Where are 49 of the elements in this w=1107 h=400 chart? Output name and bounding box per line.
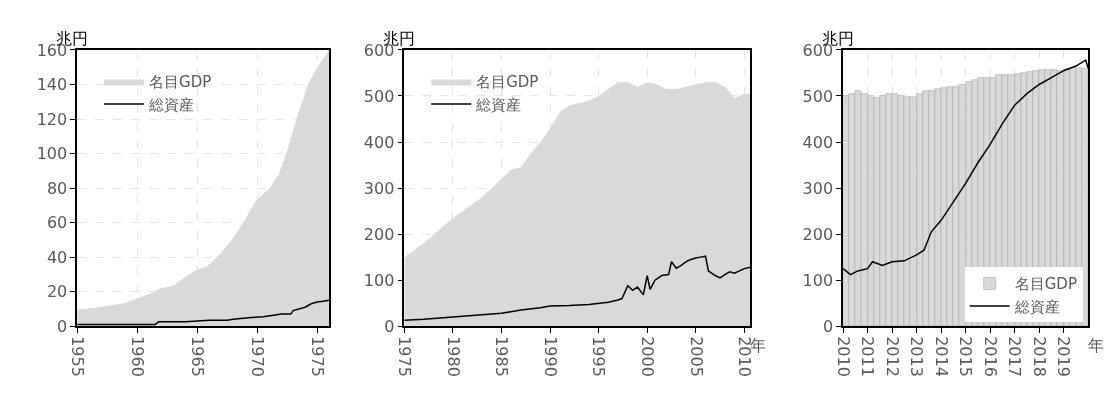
x-tick-label: 1965	[187, 336, 207, 377]
y-tick-label: 500	[802, 86, 834, 106]
y-tick-label: 0	[822, 316, 834, 336]
y-tick-label: 400	[363, 132, 395, 152]
y-tick-label: 60	[46, 213, 68, 233]
x-tick-label: 2005	[686, 336, 706, 377]
y-tick-label: 100	[363, 270, 395, 290]
y-tick-label: 0	[384, 316, 395, 336]
legend-label: 総資産	[475, 95, 522, 114]
x-tick-label: 2011	[858, 336, 878, 377]
y-tick-label: 40	[46, 247, 68, 267]
x-tick-label: 2019	[1054, 336, 1074, 377]
x-tick-label: 2010	[833, 336, 853, 377]
x-axis-title: 年	[1088, 336, 1104, 355]
x-tick-label: 1955	[67, 336, 87, 377]
y-tick-label: 200	[363, 224, 395, 244]
legend-label: 名目GDP	[1014, 275, 1077, 294]
x-tick-label: 2015	[956, 336, 976, 377]
x-tick-label: 1985	[492, 336, 512, 377]
x-tick-label: 2017	[1005, 336, 1025, 377]
y-tick-label: 100	[802, 270, 834, 290]
x-tick-label: 2013	[907, 336, 927, 377]
x-tick-label: 2018	[1029, 336, 1049, 377]
y-tick-label: 500	[363, 86, 395, 106]
y-tick-label: 20	[46, 282, 68, 302]
legend-label: 総資産	[1013, 297, 1060, 316]
legend-label: 名目GDP	[476, 73, 539, 92]
y-tick-label: 80	[46, 178, 68, 198]
x-tick-label: 1990	[540, 336, 560, 377]
x-tick-label: 2016	[980, 336, 1000, 377]
x-tick-label: 2014	[931, 336, 951, 377]
y-tick-label: 300	[802, 178, 834, 198]
x-tick-label: 1960	[127, 336, 147, 377]
y-tick-label: 400	[802, 132, 834, 152]
x-tick-label: 1970	[247, 336, 267, 377]
x-tick-label: 1980	[443, 336, 463, 377]
x-tick-label: 1975	[308, 336, 327, 377]
y-tick-label: 100	[36, 144, 68, 164]
x-tick-label: 2000	[638, 336, 657, 377]
y-tick-label: 300	[363, 178, 395, 198]
y-tick-label: 120	[36, 109, 68, 129]
x-tick-label: 2012	[882, 336, 902, 377]
x-tick-label: 1975	[395, 336, 415, 377]
y-tick-label: 0	[57, 316, 68, 336]
legend-label: 名目GDP	[149, 73, 212, 92]
x-tick-label: 1995	[589, 336, 609, 377]
y-tick-label: 200	[802, 224, 834, 244]
legend-label: 総資産	[148, 95, 195, 114]
y-tick-label: 140	[36, 75, 68, 95]
